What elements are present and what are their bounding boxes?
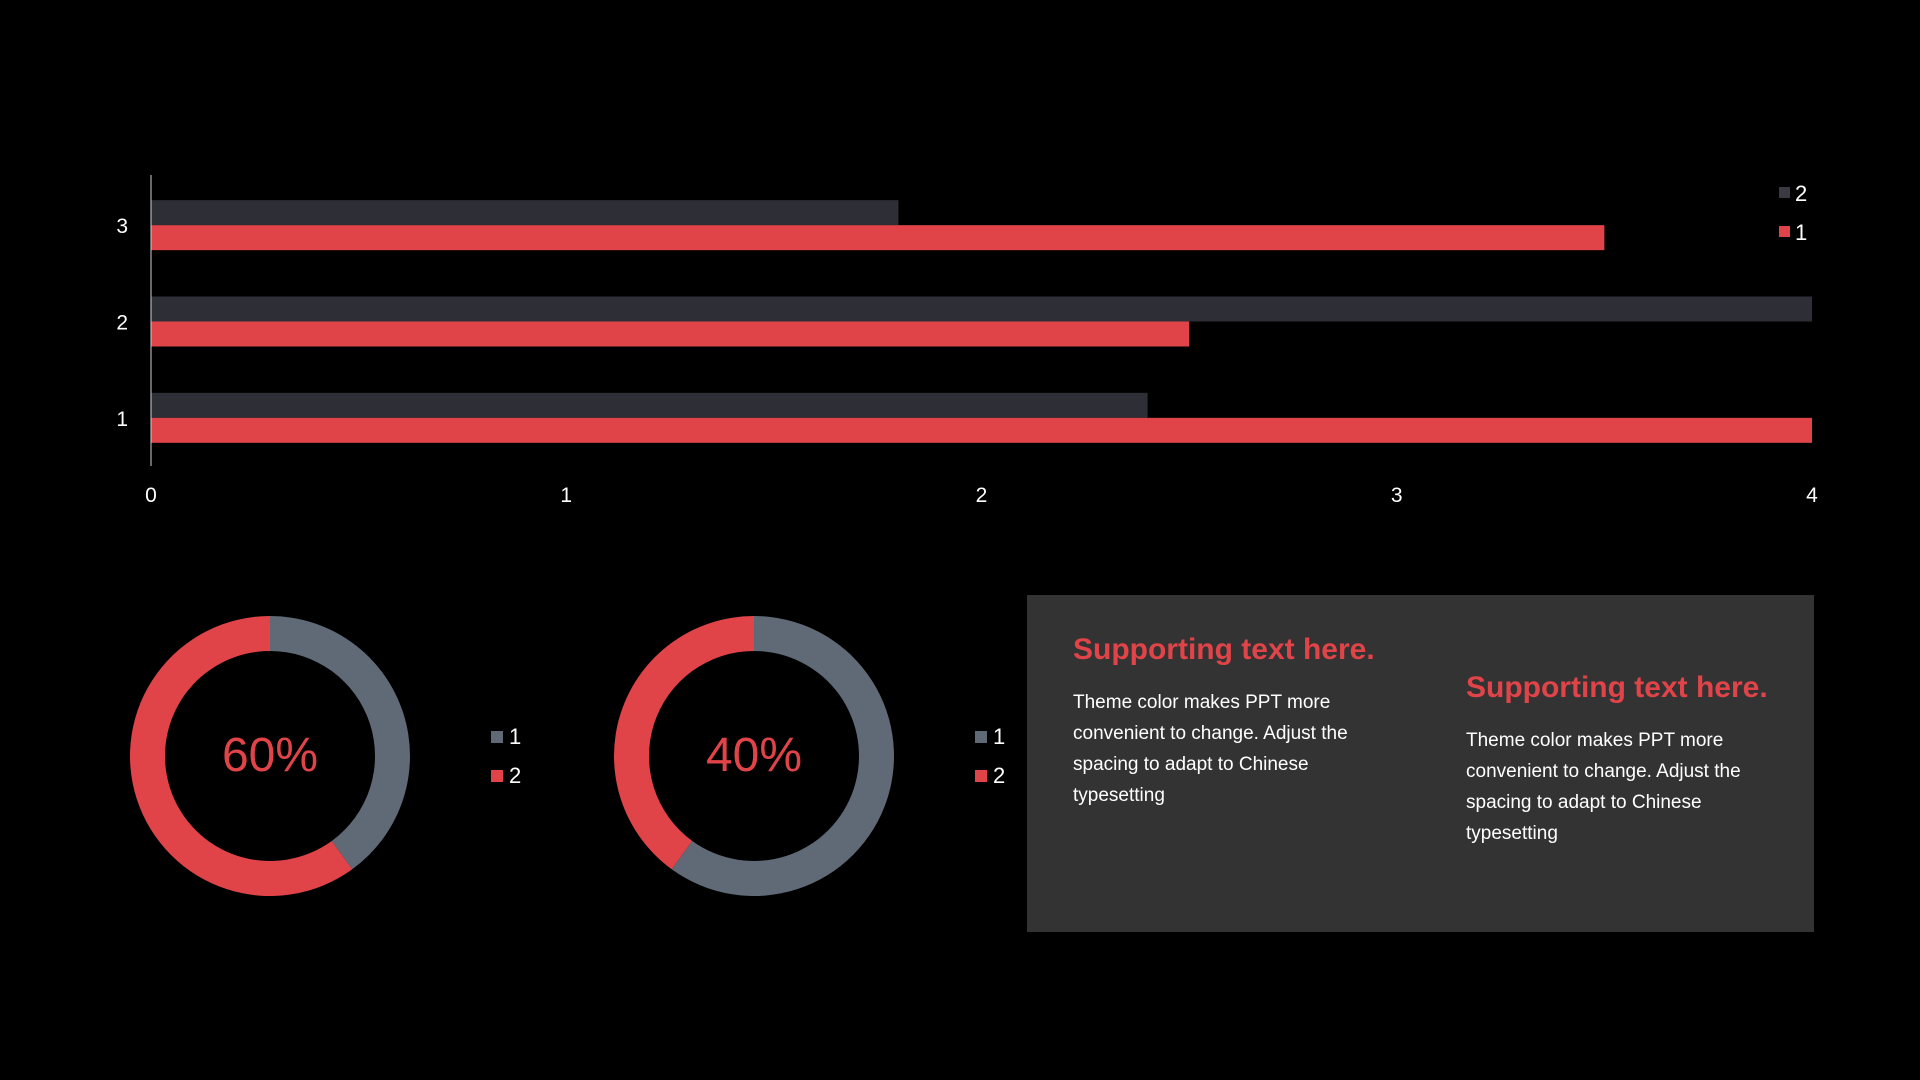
y-tick-label: 3 <box>116 215 128 238</box>
bars-layer <box>151 200 1812 443</box>
text-column-left: Supporting text here. Theme color makes … <box>1073 631 1383 811</box>
legend-label: 2 <box>509 762 522 788</box>
x-tick-label: 0 <box>145 484 157 507</box>
y-tick-label: 2 <box>116 312 128 335</box>
text-column-right: Supporting text here. Theme color makes … <box>1466 669 1806 849</box>
legend-swatch-icon <box>975 769 987 782</box>
legend-swatch-icon <box>1779 226 1790 237</box>
legend-swatch-icon <box>1779 187 1790 198</box>
bar-series-2-cat-2 <box>151 296 1812 322</box>
column-body: Theme color makes PPT more convenient to… <box>1466 730 1741 844</box>
legend-label: 2 <box>1795 181 1807 206</box>
donut-2-center-label: 40% <box>705 729 803 782</box>
legend-item: 2 <box>491 756 521 795</box>
supporting-text-panel: Supporting text here. Theme color makes … <box>1027 595 1814 932</box>
bar-series-2-cat-3 <box>151 200 899 226</box>
column-heading: Supporting text here. <box>1466 671 1768 704</box>
legend-item: 2 <box>975 756 1005 795</box>
x-tick-label: 1 <box>560 484 572 507</box>
x-tick-label: 4 <box>1806 484 1818 507</box>
donut-1-center-label: 60% <box>221 729 319 782</box>
legend-label: 2 <box>993 762 1006 788</box>
bar-series-1-cat-1 <box>151 417 1812 443</box>
legend-item: 1 <box>491 717 521 756</box>
legend-swatch-icon <box>491 769 503 782</box>
legend-label: 1 <box>993 723 1006 749</box>
legend-label: 1 <box>1795 220 1807 245</box>
donut-1-legend: 1 2 <box>491 717 521 795</box>
bar-series-1-cat-2 <box>151 321 1190 347</box>
legend-swatch-icon <box>491 730 503 743</box>
donut-2-legend: 1 2 <box>975 717 1005 795</box>
axis-layer: 1 2 3 0 1 2 3 4 <box>116 175 1818 507</box>
bar-legend: 21 <box>1779 181 1807 245</box>
legend-swatch-icon <box>975 730 987 743</box>
legend-label: 1 <box>509 723 522 749</box>
legend-item: 1 <box>975 717 1005 756</box>
bar-series-1-cat-3 <box>151 225 1605 251</box>
x-tick-label: 3 <box>1391 484 1403 507</box>
column-heading: Supporting text here. <box>1073 633 1375 666</box>
y-tick-label: 1 <box>116 408 128 431</box>
bar-series-2-cat-1 <box>151 392 1148 418</box>
column-body: Theme color makes PPT more convenient to… <box>1073 692 1348 806</box>
x-tick-label: 2 <box>976 484 988 507</box>
